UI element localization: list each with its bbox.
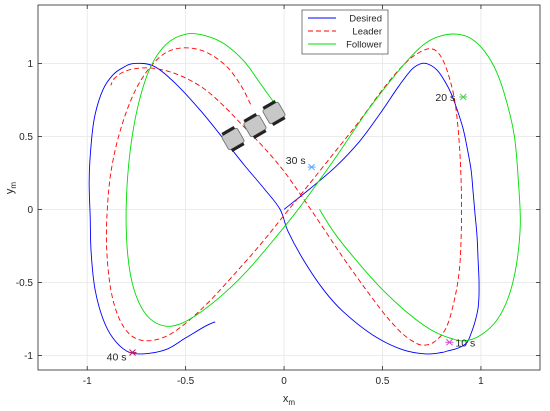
plot-frame — [37, 4, 541, 371]
legend-label: Follower — [346, 40, 382, 51]
y-tick-label: 0 — [27, 205, 33, 216]
legend-label: Desired — [349, 14, 382, 25]
time-marker — [307, 163, 316, 171]
time-marker — [128, 349, 137, 356]
series-line-desired — [88, 62, 480, 355]
time-label: 20 s — [435, 92, 455, 104]
y-tick-label: -1 — [24, 351, 33, 362]
grid — [38, 5, 540, 370]
time-marker — [459, 93, 468, 101]
x-axis-label: xm — [283, 393, 296, 407]
series-line-follower — [125, 33, 521, 342]
plot-background — [38, 5, 540, 370]
legend-box — [301, 9, 389, 55]
time-label: 10 s — [455, 337, 475, 349]
y-axis-label: ym — [4, 182, 18, 195]
x-tick-label: 0 — [281, 376, 287, 387]
y-tick-label: -0.5 — [16, 278, 34, 289]
legend-label: Leader — [352, 27, 382, 38]
robot-icon — [262, 99, 286, 127]
time-label: 40 s — [107, 351, 127, 363]
y-tick-label: 0.5 — [19, 132, 33, 143]
robot-icon — [243, 112, 267, 140]
x-tick-label: 1 — [478, 376, 484, 387]
y-tick-label: 1 — [27, 59, 33, 70]
x-tick-label: -0.5 — [177, 376, 195, 387]
time-annotations: 10 s 20 s 30 s 40 s — [107, 92, 476, 364]
robot-icon — [221, 125, 245, 153]
x-tick-label: -1 — [83, 376, 92, 387]
legend: Desired Leader Follower — [301, 9, 389, 55]
robot-icons — [221, 99, 286, 153]
ticks: -1 -0.5 0 0.5 1 -1 -0.5 0 0.5 1 — [16, 5, 540, 387]
x-tick-label: 0.5 — [376, 376, 390, 387]
time-label: 30 s — [286, 155, 306, 167]
series-group — [88, 33, 521, 355]
time-marker — [445, 338, 454, 346]
